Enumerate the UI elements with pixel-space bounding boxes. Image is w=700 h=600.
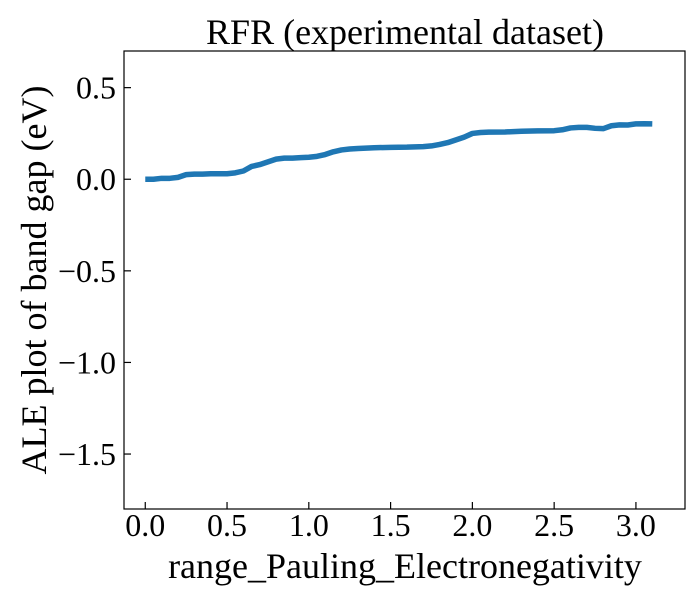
x-tick-label: 0.0: [125, 507, 165, 543]
x-tick-label: 3.0: [616, 507, 656, 543]
y-tick-label: 0.5: [76, 70, 116, 106]
y-tick-label: −1.5: [58, 436, 116, 472]
x-tick-label: 1.5: [371, 507, 411, 543]
series-layer: [145, 120, 653, 182]
plot-frame: [123, 50, 686, 510]
y-axis-label: ALE plot of band gap (eV): [14, 86, 54, 475]
y-tick-label: −0.5: [58, 253, 116, 289]
x-axis-ticks: 0.0 0.5 1.0 1.5 2.0 2.5 3.0: [125, 502, 656, 543]
chart-title: RFR (experimental dataset): [206, 12, 604, 52]
series-line: [145, 120, 653, 182]
x-tick-label: 0.5: [207, 507, 247, 543]
x-tick-label: 2.0: [452, 507, 492, 543]
x-tick-label: 2.5: [534, 507, 574, 543]
y-axis-ticks: 0.5 0.0 −0.5 −1.0 −1.5: [58, 70, 131, 472]
x-axis-label: range_Pauling_Electronegativity: [168, 546, 642, 586]
x-tick-label: 1.0: [289, 507, 329, 543]
y-tick-label: −1.0: [58, 344, 116, 380]
y-tick-label: 0.0: [76, 161, 116, 197]
